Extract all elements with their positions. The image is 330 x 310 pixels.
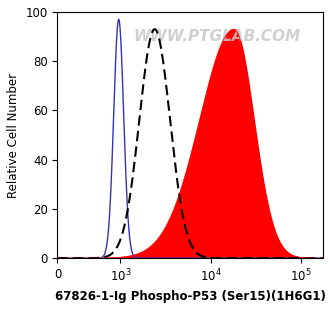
Text: WWW.PTGLAB.COM: WWW.PTGLAB.COM bbox=[133, 29, 300, 44]
Y-axis label: Relative Cell Number: Relative Cell Number bbox=[7, 73, 20, 197]
X-axis label: 67826-1-Ig Phospho-P53 (Ser15)(1H6G1): 67826-1-Ig Phospho-P53 (Ser15)(1H6G1) bbox=[55, 290, 326, 303]
